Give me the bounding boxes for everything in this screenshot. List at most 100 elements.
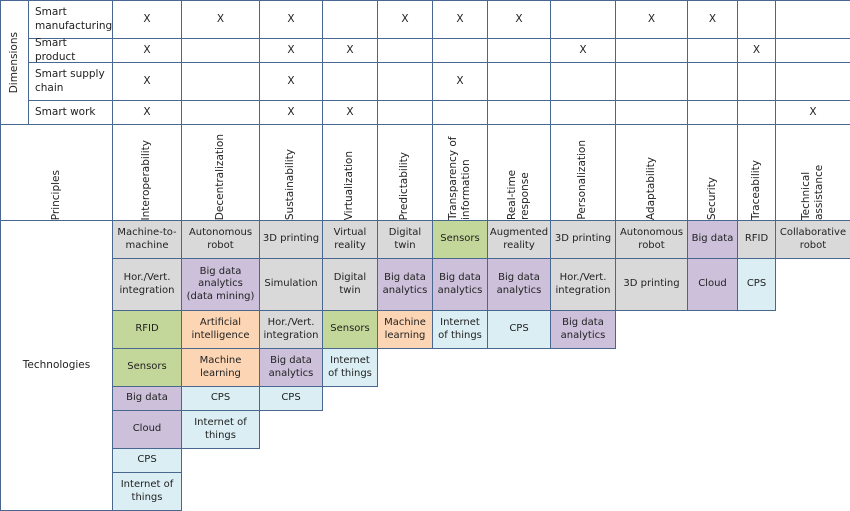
dimension-mark (775, 38, 850, 63)
dimension-mark: X (259, 0, 323, 39)
dimension-mark: X (112, 62, 182, 101)
dimension-mark: X (737, 38, 776, 63)
dimension-mark: X (259, 38, 323, 63)
dimension-mark: X (377, 0, 433, 39)
technology-cell: Machine learning (181, 348, 260, 387)
technology-cell: Sensors (112, 348, 182, 387)
dimension-mark: X (259, 100, 323, 125)
dimension-mark: X (550, 38, 616, 63)
principle-label: Technical assistance (799, 164, 825, 220)
dimension-mark (181, 100, 260, 125)
dimension-mark (550, 62, 616, 101)
technology-cell: RFID (112, 310, 182, 349)
dimension-name: Smart product (28, 37, 113, 63)
technology-cell: Artificial intelligence (181, 310, 260, 349)
technology-cell: Virtual reality (322, 220, 378, 259)
dimension-mark (181, 38, 260, 63)
technology-cell: Machine learning (377, 310, 433, 349)
dimension-mark (487, 100, 551, 125)
dimension-mark: X (322, 100, 378, 125)
technology-cell: Hor./Vert. integration (112, 258, 182, 311)
dimension-mark (181, 62, 260, 101)
principle-label: Interoperability (140, 139, 153, 220)
dimension-mark (775, 62, 850, 101)
principle-label: Adaptability (644, 156, 657, 220)
technology-cell: Autonomous robot (615, 220, 688, 259)
technology-cell: Simulation (259, 258, 323, 311)
dimension-mark: X (615, 0, 688, 39)
technology-cell: Autonomous robot (181, 220, 260, 259)
principle-header: Adaptability (615, 124, 688, 221)
dimension-name: Smart supply chain (28, 62, 113, 101)
technology-cell: Internet of things (112, 472, 182, 511)
dimension-mark (487, 62, 551, 101)
technologies-label: Technologies (0, 220, 113, 511)
technology-cell: Hor./Vert. integration (550, 258, 616, 311)
principles-label-text: Principles (49, 169, 62, 220)
dimension-mark (615, 62, 688, 101)
dimension-mark (487, 38, 551, 63)
principle-label: Predictability (398, 151, 411, 220)
principle-header: Personalization (550, 124, 616, 221)
dimension-name: Smart manufacturing (28, 0, 113, 39)
dimension-mark: X (487, 0, 551, 39)
dimension-mark: X (775, 100, 850, 125)
dimension-mark (775, 0, 850, 39)
dimension-mark: X (112, 38, 182, 63)
dimension-mark: X (687, 0, 738, 39)
technology-cell: Big data (112, 386, 182, 411)
technology-cell: 3D printing (259, 220, 323, 259)
technology-cell: Cloud (687, 258, 738, 311)
technology-cell: Big data analytics (377, 258, 433, 311)
dimension-mark: X (322, 38, 378, 63)
technology-cell: CPS (181, 386, 260, 411)
dimension-mark (550, 0, 616, 39)
dimension-mark (687, 62, 738, 101)
dimension-mark (687, 38, 738, 63)
principle-label: Transparency of information (446, 136, 472, 221)
dimensions-label-text: Dimensions (7, 31, 20, 94)
principle-label: Virtualization (343, 150, 356, 220)
technology-cell: Big data analytics (259, 348, 323, 387)
dimension-mark (550, 100, 616, 125)
technology-cell: Big data analytics (432, 258, 488, 311)
dimension-mark: X (181, 0, 260, 39)
technology-cell: Internet of things (181, 410, 260, 449)
dimension-mark (377, 38, 433, 63)
dimension-mark (737, 100, 776, 125)
technology-cell: Big data analytics (487, 258, 551, 311)
dimension-name: Smart work (28, 100, 113, 125)
technology-cell: Hor./Vert. integration (259, 310, 323, 349)
principle-header: Virtualization (322, 124, 378, 221)
technology-cell: CPS (112, 448, 182, 473)
technology-cell: Cloud (112, 410, 182, 449)
principle-label: Security (705, 176, 718, 220)
dimension-mark (615, 100, 688, 125)
dimension-mark (377, 100, 433, 125)
technology-cell: Digital twin (322, 258, 378, 311)
dimensions-label: Dimensions (0, 0, 29, 125)
dimension-mark (737, 0, 776, 39)
technology-cell: 3D printing (550, 220, 616, 259)
dimension-mark: X (112, 0, 182, 39)
dimension-mark: X (259, 62, 323, 101)
technology-cell: Internet of things (322, 348, 378, 387)
technology-cell: Internet of things (432, 310, 488, 349)
dimension-mark (615, 38, 688, 63)
technology-cell: Big data (687, 220, 738, 259)
technology-cell: Sensors (322, 310, 378, 349)
dimension-mark: X (112, 100, 182, 125)
dimension-mark (687, 100, 738, 125)
principle-header: Sustainability (259, 124, 323, 221)
principles-label: Principles (0, 124, 113, 221)
dimension-mark (377, 62, 433, 101)
principle-label: Real-time response (505, 169, 531, 220)
dimension-mark (432, 38, 488, 63)
principle-header: Predictability (377, 124, 433, 221)
principle-header: Security (687, 124, 738, 221)
technology-cell: Digital twin (377, 220, 433, 259)
dimension-mark: X (432, 62, 488, 101)
technology-cell: Sensors (432, 220, 488, 259)
dimension-mark: X (432, 0, 488, 39)
dimension-mark (322, 62, 378, 101)
